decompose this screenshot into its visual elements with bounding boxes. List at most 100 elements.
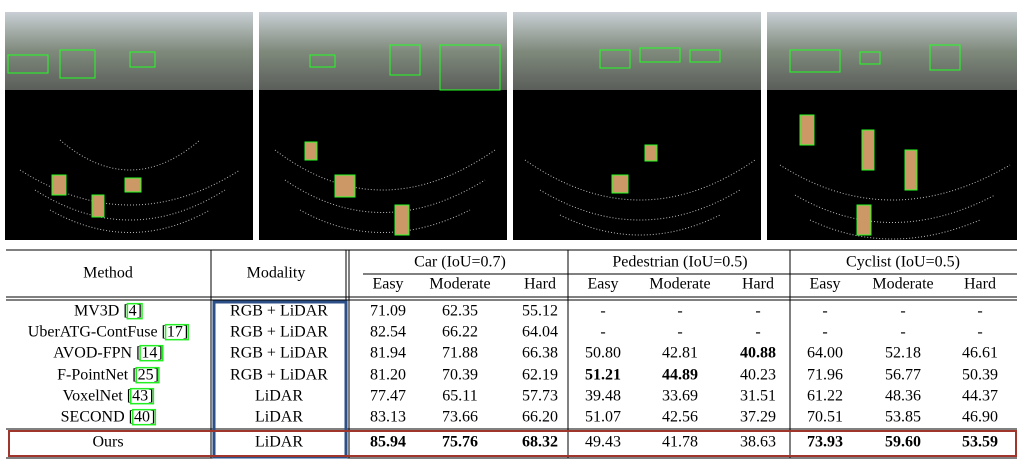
score: 83.13 [370, 409, 406, 426]
score: 64.04 [522, 324, 558, 341]
score: - [677, 324, 682, 341]
score: 71.88 [442, 345, 478, 362]
modality: LiDAR [255, 434, 303, 451]
citation-box [131, 408, 157, 426]
score: - [600, 324, 605, 341]
score: 66.38 [522, 345, 558, 362]
header-group: Cyclist (IoU=0.5) [846, 254, 960, 271]
score: - [755, 303, 760, 320]
score: 52.18 [885, 345, 921, 362]
score: 40.23 [740, 367, 776, 384]
header-level: Moderate [429, 276, 490, 293]
modality: LiDAR [255, 388, 303, 405]
score: 62.19 [522, 367, 558, 384]
score: 44.37 [962, 388, 998, 405]
citation-box [135, 366, 160, 384]
score: 53.59 [962, 434, 998, 451]
score: 42.81 [662, 345, 698, 362]
score: 40.88 [740, 345, 776, 362]
header-level: Easy [372, 276, 403, 293]
score: 57.73 [522, 388, 558, 405]
score: 38.63 [740, 434, 776, 451]
citation-box [164, 323, 189, 341]
score: 85.94 [370, 434, 406, 451]
score: 53.85 [885, 409, 921, 426]
ours-highlight [8, 430, 1017, 457]
score: - [900, 303, 905, 320]
citation-box [139, 344, 164, 362]
score: 39.48 [585, 388, 621, 405]
header-group: Pedestrian (IoU=0.5) [612, 254, 747, 271]
score: - [677, 303, 682, 320]
score: 64.00 [807, 345, 843, 362]
score: 62.35 [442, 303, 478, 320]
score: - [755, 324, 760, 341]
score: 37.29 [740, 409, 776, 426]
score: 75.76 [442, 434, 478, 451]
method-name: VoxelNet [63, 388, 124, 405]
score: 66.22 [442, 324, 478, 341]
panels [5, 12, 1017, 240]
citation: [4] [123, 303, 142, 320]
score: 70.51 [807, 409, 843, 426]
method-name: SECOND [61, 409, 125, 426]
citation-box [126, 302, 143, 320]
header-level: Moderate [649, 276, 710, 293]
score: 51.07 [585, 409, 621, 426]
modality: RGB + LiDAR [230, 324, 328, 341]
score: 82.54 [370, 324, 406, 341]
header-method: Method [83, 265, 133, 282]
score: - [822, 303, 827, 320]
method-name: UberATG-ContFuse [28, 324, 158, 341]
citation: [43] [127, 388, 154, 405]
score: - [900, 324, 905, 341]
modality: LiDAR [255, 409, 303, 426]
modality: RGB + LiDAR [230, 367, 328, 384]
score: 42.56 [662, 409, 698, 426]
panel [5, 12, 253, 240]
score: 48.36 [885, 388, 921, 405]
header-level: Hard [964, 276, 996, 293]
score: 50.80 [585, 345, 621, 362]
score: 61.22 [807, 388, 843, 405]
score: 44.89 [662, 367, 698, 384]
score: - [600, 303, 605, 320]
header-level: Hard [742, 276, 774, 293]
method-name: Ours [92, 434, 123, 451]
score: 71.09 [370, 303, 406, 320]
modality: RGB + LiDAR [230, 303, 328, 320]
score: 55.12 [522, 303, 558, 320]
score: - [977, 324, 982, 341]
method-name: MV3D [74, 303, 119, 320]
score: 73.66 [442, 409, 478, 426]
score: 81.94 [370, 345, 406, 362]
citation-box [129, 387, 155, 405]
score: 59.60 [885, 434, 921, 451]
score: 50.39 [962, 367, 998, 384]
header-level: Easy [809, 276, 840, 293]
score: 65.11 [442, 388, 477, 405]
citation: [25] [132, 367, 159, 384]
method-name: F-PointNet [57, 367, 129, 384]
score: 68.32 [522, 434, 558, 451]
header-level: Moderate [872, 276, 933, 293]
citation: [40] [129, 409, 156, 426]
score: 73.93 [807, 434, 843, 451]
modality: RGB + LiDAR [230, 345, 328, 362]
method-name: AVOD-FPN [53, 345, 132, 362]
results-table: Method Modality Car (IoU=0.7) Pedestrian (I… [6, 249, 1017, 459]
score: 71.96 [807, 367, 843, 384]
score: - [977, 303, 982, 320]
score: 81.20 [370, 367, 406, 384]
header-level: Hard [524, 276, 556, 293]
panel [513, 12, 761, 240]
score: 41.78 [662, 434, 698, 451]
header-group: Car (IoU=0.7) [414, 254, 506, 271]
citation: [14] [136, 345, 163, 362]
score: 49.43 [585, 434, 621, 451]
score: 31.51 [740, 388, 776, 405]
score: 70.39 [442, 367, 478, 384]
panel [767, 12, 1017, 240]
panel [259, 12, 507, 240]
